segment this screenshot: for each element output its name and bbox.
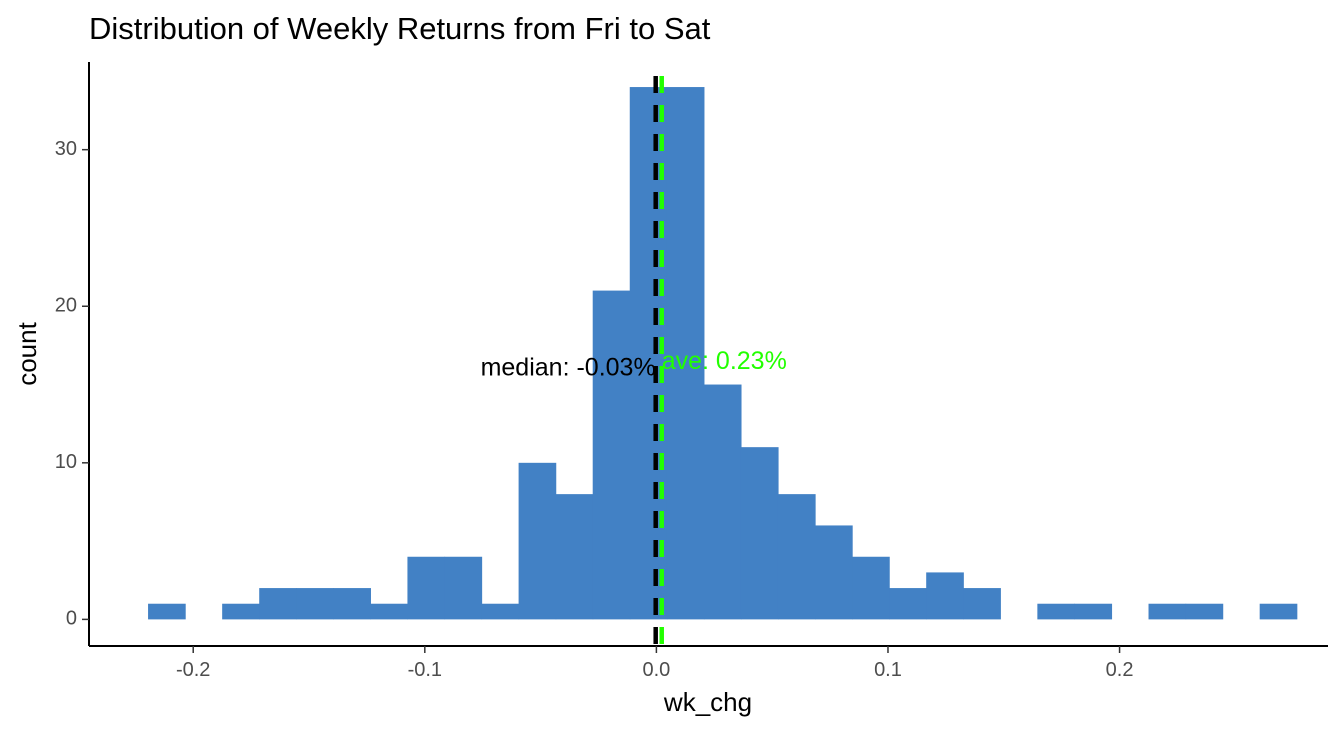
histogram-bar-3 [259,588,297,620]
histogram-bar-27 [1148,603,1187,620]
histogram-bar-10 [518,462,557,620]
histogram-bar-25 [1074,603,1113,620]
histogram-bar-30 [1259,603,1298,620]
histogram-bar-20 [889,588,927,620]
x-tick-label: -0.2 [176,659,210,681]
histogram-bar-0 [148,603,186,620]
x-axis-ticks: -0.2 -0.1 0.0 0.1 0.2 [176,646,1133,681]
histogram-bar-11 [555,494,594,620]
y-axis-ticks: 0 10 20 30 [55,138,89,630]
histogram-bar-6 [370,603,409,620]
histogram-bar-14 [666,87,705,620]
x-axis-title: wk_chg [663,687,752,717]
y-tick-label: 30 [55,138,77,160]
histogram-bar-9 [481,603,520,620]
annotation-1: ave: 0.23% [662,347,787,375]
x-tick-label: -0.1 [408,659,442,681]
histogram-bar-22 [963,588,1001,620]
histogram-bar-19 [852,556,890,620]
y-axis-title: count [12,321,42,385]
histogram-bar-4 [296,588,334,620]
histogram-bar-7 [407,556,446,620]
histogram-bar-15 [703,384,742,620]
histogram-bars [148,87,1298,620]
histogram-bar-24 [1037,603,1076,620]
histogram-bar-18 [815,525,853,620]
y-tick-label: 0 [66,608,77,630]
histogram-bar-8 [444,556,483,620]
annotations: median: -0.03% ave: 0.23% [481,347,787,381]
histogram-bar-5 [333,588,371,620]
x-tick-label: 0.2 [1106,659,1134,681]
histogram-bar-12 [592,290,631,620]
x-tick-label: 0.1 [874,659,902,681]
histogram-bar-21 [926,572,964,620]
annotation-0: median: -0.03% [481,353,656,381]
histogram-bar-17 [777,494,816,620]
reference-lines [653,76,664,646]
histogram-bar-28 [1185,603,1224,620]
x-tick-label: 0.0 [642,659,670,681]
histogram-bar-16 [740,447,779,620]
chart-title: Distribution of Weekly Returns from Fri … [89,11,711,46]
y-tick-label: 20 [55,295,77,317]
y-tick-label: 10 [55,451,77,473]
histogram-bar-2 [222,603,260,620]
